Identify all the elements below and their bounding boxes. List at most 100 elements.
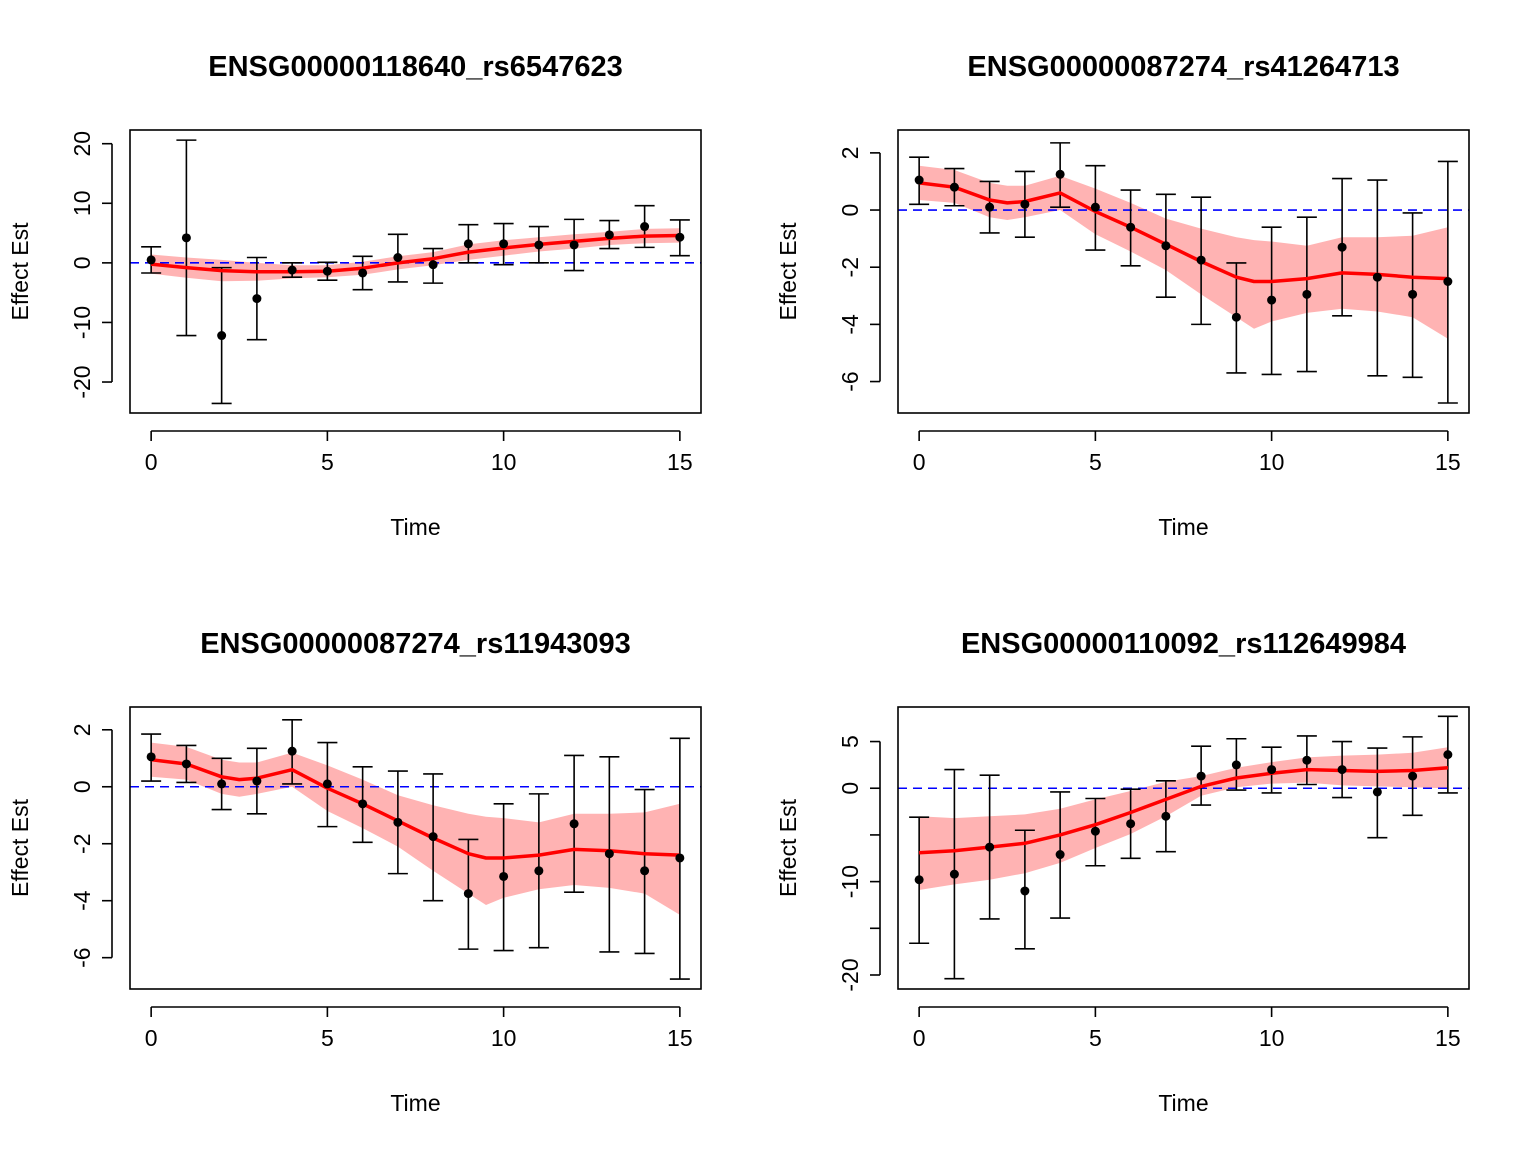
y-tick-label: -6 <box>837 371 863 391</box>
y-tick-label: -2 <box>837 257 863 277</box>
chart-title: ENSG00000087274_rs41264713 <box>967 51 1399 83</box>
data-point <box>914 875 924 885</box>
x-axis-label: Time <box>390 1090 440 1116</box>
x-tick-label: 10 <box>491 449 517 475</box>
x-tick-label: 5 <box>1089 449 1102 475</box>
data-point <box>1408 289 1418 299</box>
data-point <box>322 266 332 276</box>
data-point <box>499 871 509 881</box>
data-point <box>604 230 614 240</box>
smooth-fit-line <box>919 765 1449 855</box>
chart-title: ENSG00000110092_rs112649984 <box>961 628 1406 660</box>
x-tick-label: 10 <box>1259 449 1285 475</box>
data-point <box>1126 819 1136 829</box>
data-point <box>287 746 297 756</box>
x-axis-label: Time <box>390 514 440 540</box>
data-point <box>1337 242 1347 252</box>
data-point <box>181 759 191 769</box>
y-tick-label: 2 <box>837 146 863 159</box>
x-tick-label: 5 <box>1089 1025 1102 1051</box>
data-point <box>985 842 995 852</box>
chart-title: ENSG00000087274_rs11943093 <box>200 628 631 660</box>
x-tick-label: 15 <box>1435 449 1461 475</box>
data-point <box>914 175 924 185</box>
y-tick-label: -4 <box>69 890 95 911</box>
data-point <box>1020 199 1030 209</box>
chart-panel-3: 0 5 10 15 -6 -4 -2 0 2 ENSG00000087274_rs11943093… <box>7 628 702 1116</box>
data-point <box>985 202 995 212</box>
data-point <box>358 268 368 278</box>
data-point <box>949 182 959 192</box>
data-point <box>675 232 685 242</box>
plot-frame <box>897 706 1470 990</box>
y-axis-label: Effect Est <box>7 222 33 321</box>
y-tick-label: 0 <box>837 204 863 217</box>
x-tick-label: 10 <box>491 1025 517 1051</box>
y-tick-label: 20 <box>69 131 95 157</box>
data-point <box>1231 312 1241 322</box>
data-point <box>1443 277 1453 287</box>
data-point <box>534 866 544 876</box>
data-point <box>1196 771 1206 781</box>
data-point <box>1196 255 1206 265</box>
data-point <box>393 252 403 262</box>
chart-panel-1: 0 5 10 15 -20 -10 0 10 20 ENSG00000118640_rs65476… <box>7 51 702 540</box>
x-axis-label: Time <box>1158 514 1208 540</box>
data-point <box>1337 765 1347 775</box>
data-point <box>358 799 368 809</box>
plot-frame <box>129 706 702 990</box>
y-tick-label: -10 <box>837 865 863 898</box>
data-point <box>569 819 579 829</box>
y-tick-label: -2 <box>69 834 95 854</box>
y-tick-label: 0 <box>69 780 95 793</box>
data-point <box>146 752 156 762</box>
data-point <box>1090 202 1100 212</box>
data-point <box>322 779 332 789</box>
data-point <box>463 239 473 249</box>
data-point <box>463 889 473 899</box>
x-tick-label: 0 <box>145 449 158 475</box>
data-point <box>640 222 650 232</box>
data-point <box>499 239 509 249</box>
x-tick-label: 15 <box>667 449 693 475</box>
smooth-fit-line <box>150 757 680 860</box>
data-point <box>949 869 959 879</box>
data-point <box>1302 289 1312 299</box>
data-point <box>1372 272 1382 282</box>
data-point <box>1090 826 1100 836</box>
data-point <box>1020 886 1030 896</box>
chart-title: ENSG00000118640_rs6547623 <box>208 51 622 83</box>
x-tick-label: 15 <box>667 1025 693 1051</box>
data-point <box>181 233 191 243</box>
data-point <box>1267 295 1277 305</box>
data-point <box>1267 765 1277 775</box>
x-tick-label: 0 <box>145 1025 158 1051</box>
smooth-fit-line <box>150 233 680 274</box>
y-tick-label: -6 <box>69 947 95 967</box>
data-point <box>252 294 262 304</box>
data-point <box>675 853 685 863</box>
y-axis-label: Effect Est <box>7 798 33 897</box>
x-axis-label: Time <box>1158 1090 1208 1116</box>
x-tick-label: 5 <box>321 449 334 475</box>
data-point <box>1231 760 1241 770</box>
y-tick-label: -4 <box>837 314 863 335</box>
data-point <box>252 776 262 786</box>
data-point <box>569 240 579 250</box>
data-point <box>217 779 227 789</box>
x-tick-label: 0 <box>913 1025 926 1051</box>
plot-frame <box>129 129 702 414</box>
y-tick-label: -10 <box>69 306 95 339</box>
x-tick-label: 0 <box>913 449 926 475</box>
data-point <box>1161 241 1171 251</box>
data-point <box>1372 787 1382 797</box>
y-tick-label: 2 <box>69 723 95 736</box>
data-point <box>287 265 297 275</box>
chart-panel-2: 0 5 10 15 -6 -4 -2 0 2 ENSG00000087274_rs41264713… <box>775 51 1470 540</box>
data-point <box>428 832 438 842</box>
data-point <box>1126 222 1136 232</box>
data-point <box>1443 750 1453 760</box>
x-tick-label: 5 <box>321 1025 334 1051</box>
y-axis-label: Effect Est <box>775 798 801 897</box>
